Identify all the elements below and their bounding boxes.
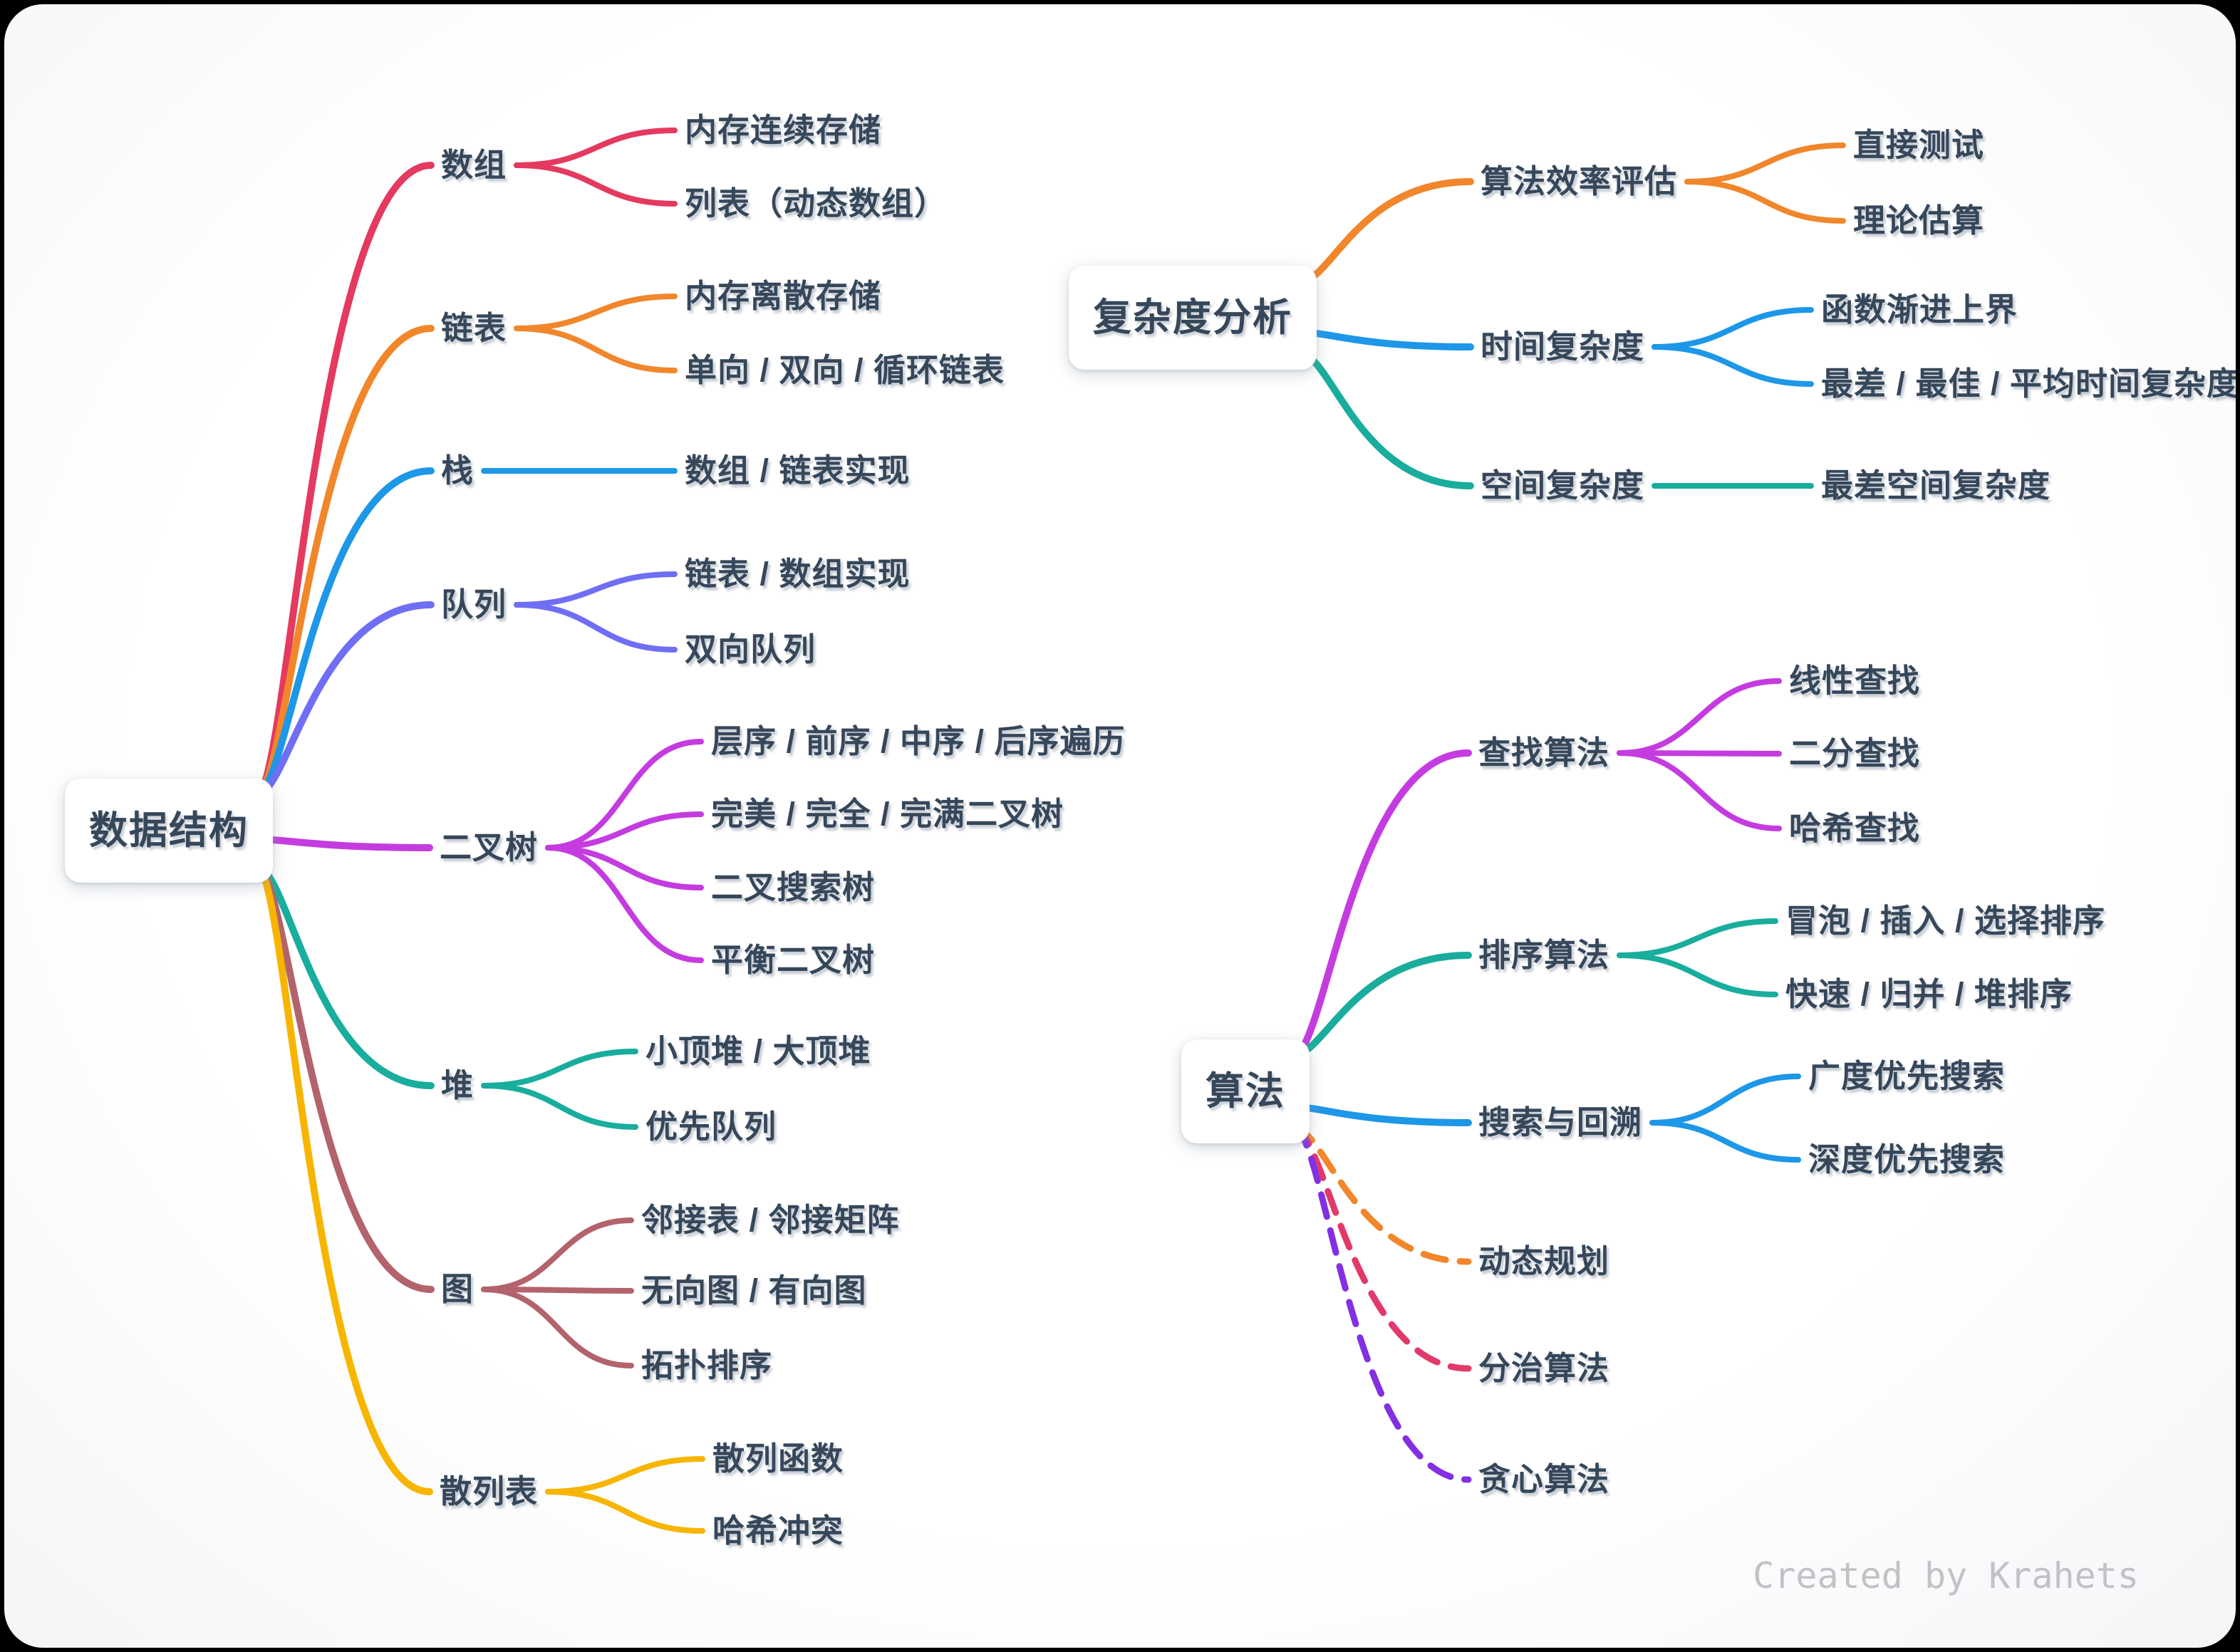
branch-line	[1297, 328, 1474, 350]
branch-line	[1617, 918, 1778, 958]
branch-node[interactable]: 链表	[441, 310, 507, 347]
branch-node[interactable]: 数组	[441, 147, 507, 184]
leaf-node[interactable]: 二叉搜索树	[711, 869, 876, 906]
leaf-node[interactable]: 优先队列	[645, 1108, 777, 1146]
branch-line	[254, 467, 435, 798]
branch-node[interactable]: 算法效率评估	[1481, 163, 1678, 200]
branch-node[interactable]: 队列	[441, 586, 507, 623]
branch-line	[254, 836, 433, 851]
branch-line	[481, 1287, 634, 1294]
branch-node[interactable]: 搜索与回溯	[1478, 1104, 1643, 1141]
branch-line	[481, 1287, 634, 1368]
branch-line	[1290, 1124, 1472, 1372]
leaf-node[interactable]: 动态规划	[1478, 1243, 1610, 1280]
branch-line	[545, 1489, 705, 1534]
branch-line	[514, 293, 678, 331]
leaf-node[interactable]: 数组 / 链表实现	[685, 452, 911, 489]
branch-node[interactable]: 散列表	[440, 1473, 539, 1510]
branch-line	[514, 128, 678, 168]
branch-node[interactable]: 空间复杂度	[1481, 467, 1645, 504]
branch-line	[545, 845, 704, 890]
branch-line	[1617, 952, 1778, 997]
branch-node[interactable]: 栈	[441, 452, 475, 489]
branch-node[interactable]: 堆	[441, 1067, 475, 1104]
branch-line	[514, 602, 678, 653]
branch-line	[514, 162, 678, 207]
branch-line	[1684, 179, 1846, 224]
branch-line	[514, 571, 678, 608]
leaf-node[interactable]: 哈希查找	[1789, 810, 1921, 847]
leaf-node[interactable]: 深度优先搜索	[1808, 1141, 2006, 1178]
mindmap-canvas: Created by Krahets 数组 内存连续存储列表（动态数组） 链表 内存离…	[4, 4, 2236, 1648]
leaf-node[interactable]: 贪心算法	[1478, 1461, 1610, 1498]
branch-line	[1297, 178, 1474, 285]
leaf-node[interactable]: 列表（动态数组）	[685, 185, 948, 222]
branch-line	[514, 326, 678, 373]
leaf-node[interactable]: 最差 / 最佳 / 平均时间复杂度	[1821, 365, 2236, 402]
root-node[interactable]: 复杂度分析	[1069, 266, 1317, 370]
root-node[interactable]: 数据结构	[65, 779, 273, 883]
branch-line	[481, 1049, 638, 1089]
branch-node[interactable]: 查找算法	[1478, 734, 1610, 772]
leaf-node[interactable]: 内存连续存储	[685, 112, 882, 149]
leaf-node[interactable]: 邻接表 / 邻接矩阵	[641, 1202, 900, 1239]
branch-line	[545, 1456, 705, 1495]
branch-line	[1297, 350, 1474, 489]
leaf-node[interactable]: 理论估算	[1853, 202, 1985, 239]
branch-node[interactable]: 排序算法	[1478, 937, 1610, 974]
branch-line	[1652, 307, 1814, 350]
leaf-node[interactable]: 最差空间复杂度	[1821, 467, 2051, 504]
leaf-node[interactable]: 线性查找	[1789, 663, 1921, 700]
leaf-node[interactable]: 层序 / 前序 / 中序 / 后序遍历	[711, 723, 1126, 760]
leaf-node[interactable]: 二分查找	[1789, 735, 1921, 772]
leaf-node[interactable]: 无向图 / 有向图	[641, 1272, 867, 1309]
leaf-node[interactable]: 哈希冲突	[712, 1512, 844, 1549]
leaf-node[interactable]: 拓扑排序	[641, 1347, 773, 1384]
leaf-node[interactable]: 分治算法	[1478, 1350, 1610, 1387]
leaf-node[interactable]: 小顶堆 / 大顶堆	[645, 1033, 871, 1070]
leaf-node[interactable]: 广度优先搜索	[1808, 1058, 2006, 1095]
branch-line	[254, 863, 433, 1495]
branch-line	[1290, 1124, 1472, 1483]
leaf-node[interactable]: 内存离散存储	[685, 278, 882, 315]
branch-line	[1617, 750, 1782, 831]
branch-node[interactable]: 二叉树	[440, 829, 539, 866]
branch-line	[481, 1217, 634, 1292]
leaf-node[interactable]: 单向 / 双向 / 循环链表	[685, 352, 1005, 389]
leaf-node[interactable]: 双向队列	[685, 631, 816, 668]
leaf-node[interactable]: 散列函数	[712, 1440, 844, 1477]
leaf-node[interactable]: 冒泡 / 插入 / 选择排序	[1785, 903, 2106, 940]
leaf-node[interactable]: 函数渐进上界	[1821, 291, 2018, 328]
branch-line	[1649, 1120, 1801, 1163]
leaf-node[interactable]: 完美 / 完全 / 完满二叉树	[711, 796, 1064, 833]
root-node[interactable]: 算法	[1181, 1039, 1310, 1143]
branch-line	[1290, 1103, 1472, 1126]
leaf-node[interactable]: 平衡二叉树	[711, 942, 876, 979]
branch-line	[1617, 750, 1782, 757]
branch-line	[481, 1083, 638, 1130]
branch-line	[1617, 678, 1782, 756]
branch-line	[545, 739, 704, 851]
leaf-node[interactable]: 直接测试	[1853, 127, 1985, 164]
branch-line	[1684, 142, 1846, 185]
branch-line	[545, 845, 704, 963]
leaf-node[interactable]: 快速 / 归并 / 堆排序	[1785, 976, 2073, 1013]
branch-line	[545, 811, 704, 851]
leaf-node[interactable]: 链表 / 数组实现	[685, 556, 911, 593]
credit-text: Created by Krahets	[1753, 1555, 2139, 1596]
branch-node[interactable]: 时间复杂度	[1481, 328, 1645, 365]
branch-line	[1290, 749, 1472, 1059]
branch-line	[1649, 1074, 1801, 1126]
branch-line	[1652, 344, 1814, 387]
branch-node[interactable]: 图	[441, 1271, 475, 1308]
